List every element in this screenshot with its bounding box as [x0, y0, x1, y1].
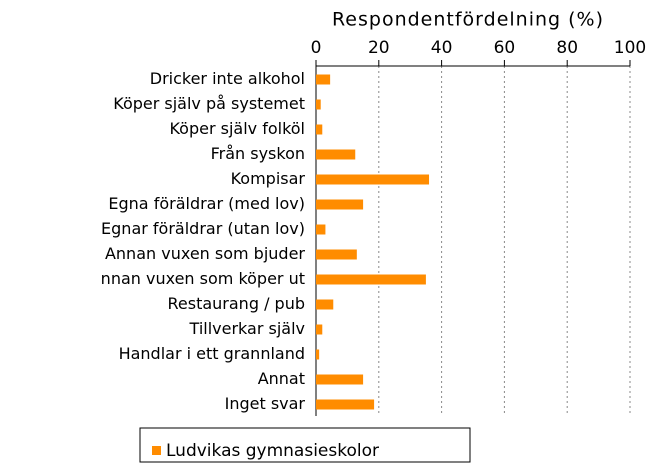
x-tick-label: 80: [556, 38, 578, 58]
bar: [316, 174, 430, 185]
y-tick-label: Inget svar: [225, 394, 306, 413]
bar: [316, 349, 320, 360]
legend-box: [139, 427, 471, 463]
bar: [316, 324, 323, 335]
y-tick-label: Från syskon: [211, 144, 305, 163]
bar: [316, 274, 426, 285]
legend-label: Ludvikas gymnasieskolor: [166, 441, 379, 461]
x-tick-label: 60: [494, 38, 516, 58]
bar: [316, 99, 321, 110]
y-tick-label: Handlar i ett grannland: [119, 344, 305, 363]
y-tick-label: Egnar föräldrar (utan lov): [101, 219, 305, 238]
axis-title: Respondentfördelning (%): [332, 9, 604, 31]
y-tick-label: Annat: [258, 369, 305, 388]
bar: [316, 224, 326, 235]
bar: [316, 149, 356, 160]
y-tick-label: Tillverkar själv: [189, 319, 305, 338]
bar: [316, 124, 323, 135]
x-tick-label: 20: [368, 38, 390, 58]
y-tick-label: Egna föräldrar (med lov): [108, 194, 305, 213]
y-tick-label: Köper själv folköl: [169, 119, 305, 138]
y-tick-label: Köper själv på systemet: [113, 94, 305, 113]
bar: [316, 74, 331, 85]
bar: [316, 374, 364, 385]
bar: [316, 199, 364, 210]
bar: [316, 249, 357, 260]
y-tick-label: Kompisar: [231, 169, 306, 188]
bar: [316, 399, 375, 410]
y-tick-label: Annan vuxen som bjuder: [105, 244, 305, 263]
legend-swatch: [152, 446, 161, 455]
x-tick-label: 40: [431, 38, 453, 58]
x-tick-label: 100: [614, 38, 646, 58]
y-tick-label: Dricker inte alkohol: [150, 69, 305, 88]
x-tick-label: 0: [311, 38, 322, 58]
y-tick-label: Restaurang / pub: [168, 294, 306, 313]
bar: [316, 299, 334, 310]
y-tick-label: nnan vuxen som köper ut: [101, 269, 305, 288]
